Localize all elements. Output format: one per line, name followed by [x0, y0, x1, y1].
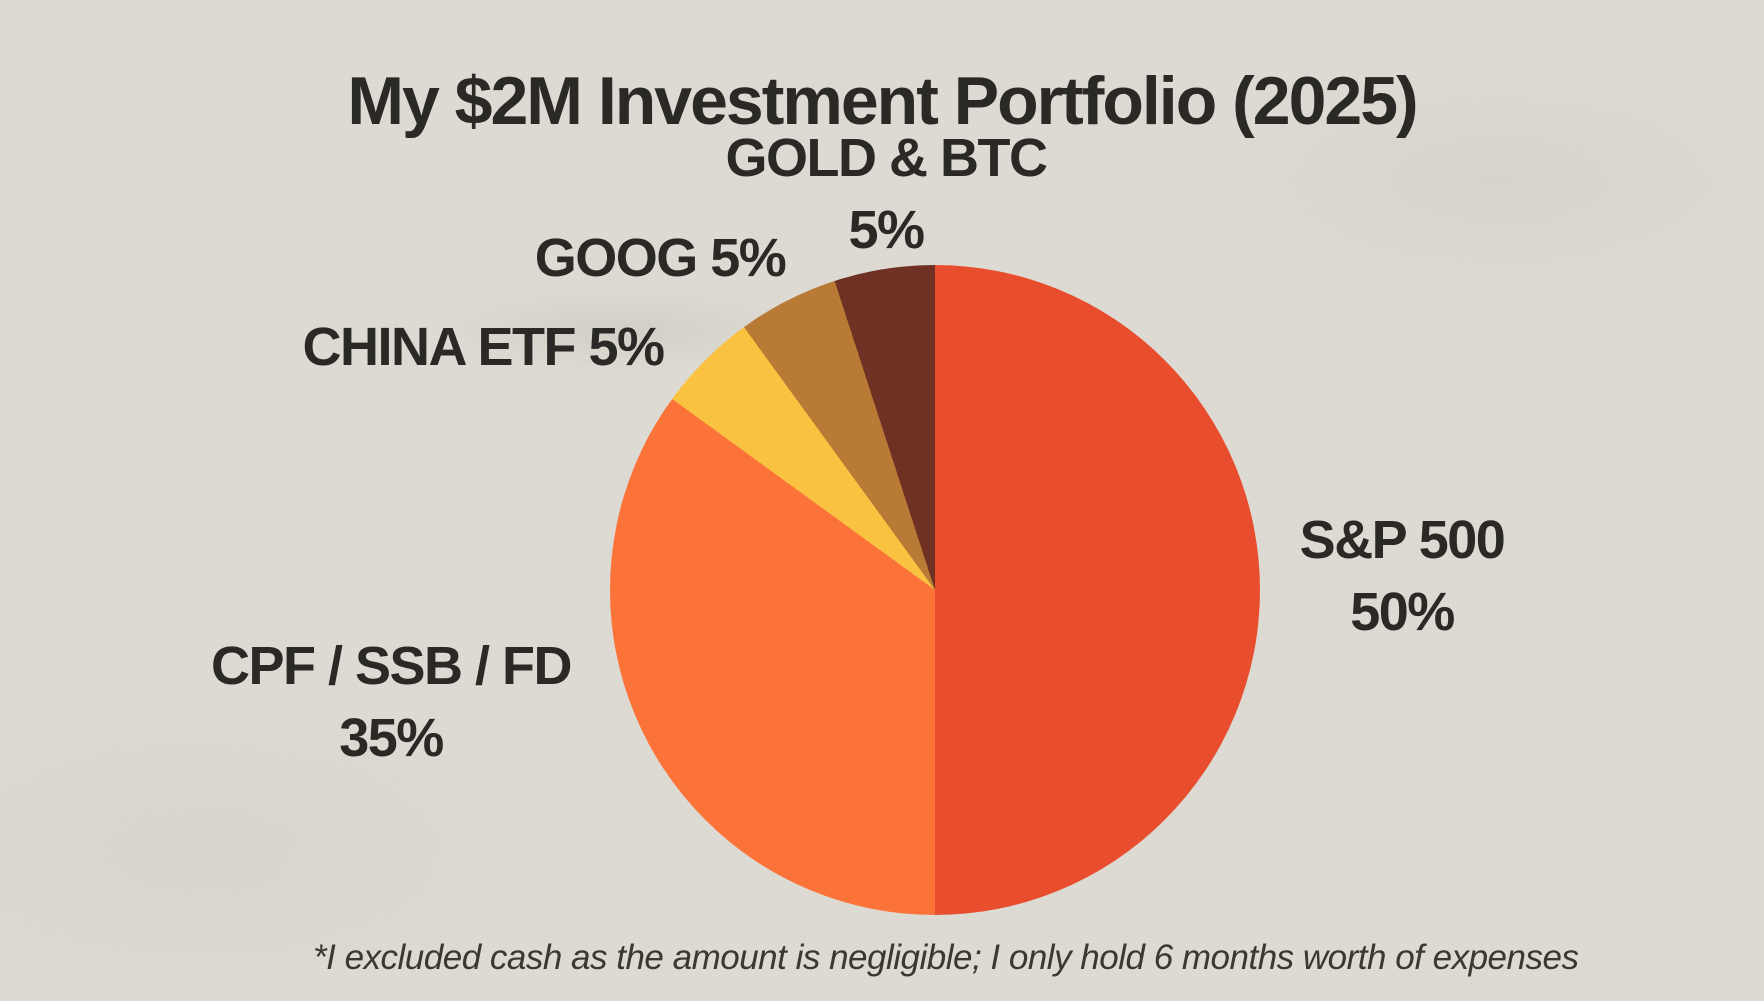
label-gold-btc-name: GOLD & BTC: [725, 128, 1048, 188]
label-gold-btc-percent: 5%: [848, 200, 925, 260]
footnote: *I excluded cash as the amount is neglig…: [313, 938, 1579, 977]
label-sp500-name: S&P 500: [1299, 510, 1506, 570]
label-goog: GOOG 5%: [534, 228, 787, 288]
label-cpf-ssb-fd: CPF / SSB / FD 35%: [210, 630, 573, 774]
label-sp500: S&P 500 50%: [1299, 504, 1506, 648]
pie-chart: [610, 265, 1260, 915]
label-cpf-name: CPF / SSB / FD: [210, 636, 573, 696]
label-sp500-percent: 50%: [1350, 582, 1455, 642]
label-cpf-percent: 35%: [339, 708, 444, 768]
label-gold-btc: GOLD & BTC 5%: [725, 122, 1048, 266]
label-china-etf: CHINA ETF 5%: [302, 317, 665, 377]
chart-title: My $2M Investment Portfolio (2025): [347, 62, 1418, 139]
